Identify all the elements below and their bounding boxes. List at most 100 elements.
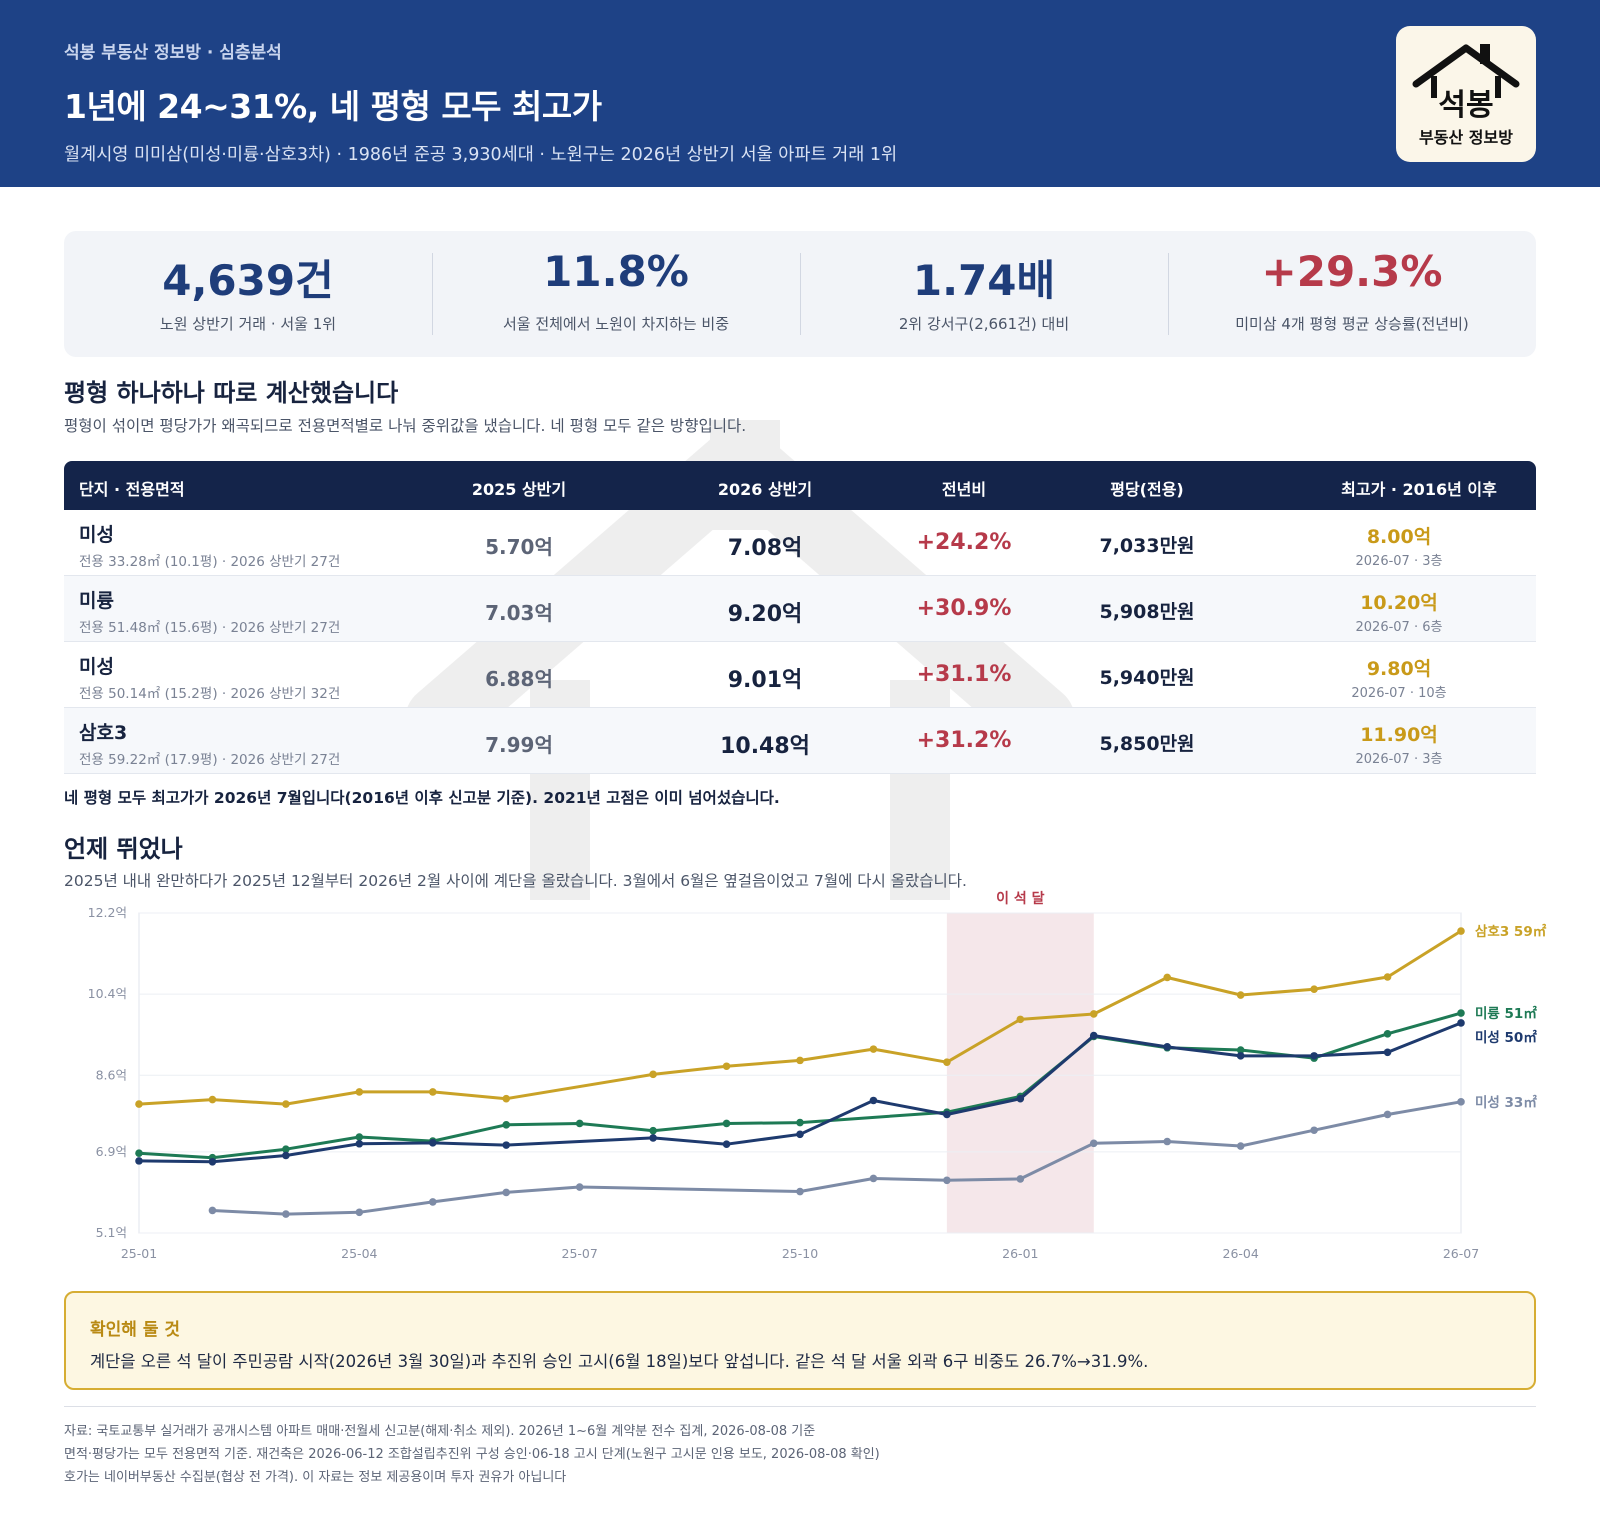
cell-yoy: +30.9%	[916, 596, 1012, 621]
cell-2026: 7.08억	[727, 536, 803, 561]
stat-divider	[432, 253, 433, 335]
col-header: 전년비	[941, 480, 987, 499]
data-point	[796, 1056, 804, 1065]
data-point	[575, 1183, 584, 1191]
cell-yoy: +31.2%	[916, 728, 1012, 753]
table-note: 네 평형 모두 최고가가 2026년 7월입니다(2016년 이후 신고분 기준…	[64, 789, 780, 807]
footer-divider	[64, 1406, 1536, 1407]
cell-2025: 7.03억	[485, 601, 553, 625]
data-point	[282, 1151, 290, 1160]
section-title-table: 평형 하나하나 따로 계산했습니다	[64, 379, 399, 407]
cell-high-date: 2026-07 · 6층	[1355, 620, 1443, 635]
data-point	[355, 1133, 364, 1141]
row-name: 미성	[79, 656, 114, 678]
series-end-label: 미성 50㎡	[1475, 1029, 1537, 1046]
callout-title: 확인해 둘 것	[90, 1320, 181, 1340]
x-tick-label: 26-04	[1223, 1246, 1259, 1261]
data-point	[502, 1094, 511, 1103]
data-point	[428, 1139, 437, 1147]
data-point	[1163, 1043, 1172, 1051]
data-point	[649, 1070, 657, 1079]
cell-high: 9.80억	[1366, 658, 1432, 680]
data-point	[1089, 1031, 1098, 1040]
data-point	[796, 1118, 804, 1127]
data-point	[575, 1119, 584, 1128]
data-point	[282, 1145, 290, 1153]
data-point	[796, 1187, 804, 1196]
page-subtitle: 월계시영 미미삼(미성·미륭·삼호3차) · 1986년 준공 3,930세대 …	[64, 145, 898, 165]
table-row: 미륭 전용 51.48㎡ (15.6평) · 2026 상반기 27건 7.03…	[64, 576, 1536, 642]
data-point	[1236, 1046, 1245, 1054]
data-point	[428, 1198, 437, 1206]
data-point	[796, 1130, 804, 1139]
series-line	[212, 1100, 1462, 1216]
data-point	[1457, 1019, 1465, 1027]
table-row: 미성 전용 50.14㎡ (15.2평) · 2026 상반기 32건 6.88…	[64, 642, 1536, 708]
data-point	[355, 1088, 364, 1096]
data-point	[135, 1149, 143, 1158]
data-point	[1236, 991, 1245, 999]
cell-pyeong: 7,033만원	[1099, 535, 1195, 557]
cell-yoy: +31.1%	[916, 662, 1012, 687]
stat-label: 미미삼 4개 평형 평균 상승률(전년비)	[1235, 315, 1469, 333]
data-point	[1163, 973, 1172, 982]
x-tick-label: 25-07	[562, 1246, 598, 1261]
row-name: 미성	[79, 524, 114, 546]
cell-high-date: 2026-07 · 3층	[1355, 554, 1443, 569]
highlight-band	[946, 913, 1094, 1233]
row-sub: 전용 33.28㎡ (10.1평) · 2026 상반기 27건	[79, 554, 341, 570]
stat-ratio: 1.74배 2위 강서구(2,661건) 대비	[800, 231, 1168, 357]
data-point	[1310, 1052, 1318, 1060]
y-tick-label: 12.2억	[88, 905, 127, 920]
col-header: 평당(전용)	[1110, 480, 1184, 499]
section-desc-chart: 2025년 내내 완만하다가 2025년 12월부터 2026년 2월 사이에 …	[64, 872, 967, 890]
stat-divider	[1168, 253, 1169, 335]
data-point	[943, 1058, 951, 1066]
data-point	[943, 1110, 951, 1119]
data-point	[1016, 1175, 1025, 1183]
data-point	[428, 1088, 437, 1096]
data-point	[722, 1119, 731, 1128]
x-tick-label: 25-10	[782, 1246, 818, 1261]
data-point	[1236, 1142, 1245, 1150]
section-title-chart: 언제 뛰었나	[64, 835, 183, 863]
cell-high-date: 2026-07 · 10층	[1351, 686, 1447, 701]
header-kicker: 석봉 부동산 정보방 · 심층분석	[64, 43, 282, 63]
data-point	[208, 1157, 217, 1166]
row-sub: 전용 59.22㎡ (17.9평) · 2026 상반기 27건	[79, 752, 341, 768]
data-point	[208, 1206, 217, 1215]
brand-logo: 석봉 부동산 정보방	[1396, 26, 1536, 162]
data-point	[722, 1062, 731, 1071]
data-point	[282, 1210, 290, 1218]
stat-label: 노원 상반기 거래 · 서울 1위	[159, 315, 337, 333]
data-point	[1383, 973, 1392, 981]
cell-high-date: 2026-07 · 3층	[1355, 752, 1443, 767]
logo-name: 석봉	[1438, 88, 1494, 123]
col-header: 2026 상반기	[717, 480, 813, 499]
series-line	[138, 929, 1462, 1106]
data-point	[1383, 1048, 1392, 1057]
data-point	[869, 1045, 878, 1053]
price-line-chart: 이 석 달 5.1억 6.9억 8.6억 10.4억 12.2억 25-01 25-04 25-…	[88, 890, 1547, 1261]
series-line	[138, 1011, 1462, 1160]
cell-pyeong: 5,908만원	[1099, 601, 1195, 623]
stat-growth: +29.3% 미미삼 4개 평형 평균 상승률(전년비)	[1168, 231, 1536, 357]
x-tick-label: 25-01	[121, 1246, 157, 1261]
house-roof-icon	[1412, 44, 1520, 98]
stat-label: 2위 강서구(2,661건) 대비	[898, 315, 1070, 333]
data-point	[1310, 1126, 1318, 1135]
data-point	[649, 1126, 657, 1135]
cell-pyeong: 5,850만원	[1099, 733, 1195, 755]
stat-label: 서울 전체에서 노원이 차지하는 비중	[502, 315, 730, 333]
stat-value: 11.8%	[543, 247, 689, 296]
y-tick-label: 10.4억	[88, 986, 127, 1001]
cell-high: 11.90억	[1360, 724, 1438, 746]
y-tick-label: 6.9억	[96, 1144, 127, 1159]
footer-source: 자료: 국토교통부 실거래가 공개시스템 아파트 매매·전월세 신고분(해제·취…	[64, 1424, 816, 1439]
table-row: 삼호3 전용 59.22㎡ (17.9평) · 2026 상반기 27건 7.9…	[64, 708, 1536, 774]
footer-basis: 면적·평당가는 모두 전용면적 기준. 재건축은 2026-06-12 조합설립…	[64, 1447, 880, 1462]
stats-panel: 4,639건 노원 상반기 거래 · 서울 1위 11.8% 서울 전체에서 노…	[64, 231, 1536, 357]
data-point	[135, 1157, 143, 1165]
data-point	[1089, 1139, 1098, 1148]
data-point	[502, 1188, 511, 1197]
